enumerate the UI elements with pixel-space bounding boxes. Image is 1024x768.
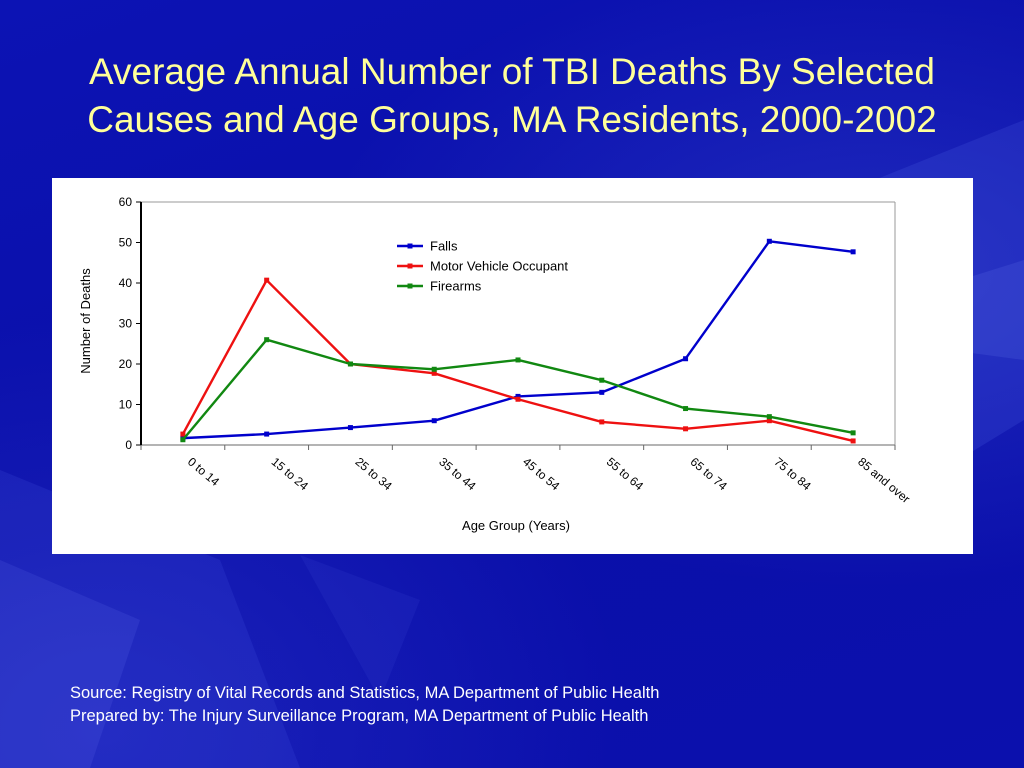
y-tick-label: 10 xyxy=(119,398,133,412)
data-point-motor-vehicle-occupant xyxy=(264,277,270,283)
data-point-firearms xyxy=(264,337,270,343)
source-notes: Source: Registry of Vital Records and St… xyxy=(70,682,970,728)
data-point-falls xyxy=(264,431,270,437)
data-point-falls xyxy=(683,356,689,362)
chart-panel: 0 10 20 30 40 50 60 0 to 14 15 to 24 25 to 34 35 … xyxy=(52,178,973,554)
data-point-firearms xyxy=(850,430,856,436)
data-point-firearms xyxy=(683,406,689,412)
data-point-firearms xyxy=(766,414,772,420)
legend-marker-motor-vehicle-occupant xyxy=(407,263,413,269)
data-point-falls xyxy=(599,389,605,395)
slide-title-line2: Causes and Age Groups, MA Residents, 200… xyxy=(87,99,937,140)
data-point-firearms xyxy=(180,437,186,443)
y-tick-label: 60 xyxy=(119,195,133,209)
data-point-motor-vehicle-occupant xyxy=(850,438,856,444)
data-point-motor-vehicle-occupant xyxy=(431,370,437,376)
chart-axes xyxy=(140,201,896,446)
chart-legend: Falls Motor Vehicle Occupant Firearms xyxy=(397,239,568,294)
y-tick-label: 50 xyxy=(119,236,133,250)
x-tick-label: 65 to 74 xyxy=(688,455,730,494)
x-tick-label: 45 to 54 xyxy=(520,455,562,494)
data-point-motor-vehicle-occupant xyxy=(683,426,689,432)
x-tick-label: 35 to 44 xyxy=(436,455,478,494)
x-tick-label: 75 to 84 xyxy=(771,455,813,494)
legend-label-motor-vehicle-occupant: Motor Vehicle Occupant xyxy=(430,259,568,274)
series-line-firearms xyxy=(181,338,854,441)
data-point-falls xyxy=(431,418,437,424)
data-point-motor-vehicle-occupant xyxy=(180,431,186,437)
legend-marker-firearms xyxy=(407,283,413,289)
x-tick-label: 85 and over xyxy=(855,455,913,506)
data-point-firearms xyxy=(431,366,437,372)
source-line: Source: Registry of Vital Records and St… xyxy=(70,684,660,702)
x-tick-label: 0 to 14 xyxy=(185,455,222,490)
data-point-motor-vehicle-occupant xyxy=(515,396,521,402)
y-tick-label: 0 xyxy=(125,438,132,452)
x-tick-label: 55 to 64 xyxy=(604,455,646,494)
line-chart: 0 10 20 30 40 50 60 0 to 14 15 to 24 25 to 34 35 … xyxy=(78,195,913,533)
y-axis-label: Number of Deaths xyxy=(78,268,93,374)
y-tick-label: 40 xyxy=(119,276,133,290)
data-point-motor-vehicle-occupant xyxy=(766,418,772,424)
y-axis-ticks: 0 10 20 30 40 50 60 xyxy=(119,195,141,452)
data-point-motor-vehicle-occupant xyxy=(599,419,605,425)
data-point-firearms xyxy=(599,377,605,383)
slide-title-line1: Average Annual Number of TBI Deaths By S… xyxy=(88,51,935,92)
y-tick-label: 20 xyxy=(119,357,133,371)
chart-series xyxy=(180,238,856,444)
x-axis-ticks: 0 to 14 15 to 24 25 to 34 35 to 44 45 to 54 5… xyxy=(140,445,913,506)
y-tick-label: 30 xyxy=(119,317,133,331)
x-axis-label: Age Group (Years) xyxy=(462,518,570,533)
data-point-firearms xyxy=(347,361,353,367)
legend-label-firearms: Firearms xyxy=(430,279,482,294)
legend-label-falls: Falls xyxy=(430,239,458,254)
data-point-falls xyxy=(850,249,856,255)
data-point-falls xyxy=(347,425,353,431)
prepared-by-line: Prepared by: The Injury Surveillance Pro… xyxy=(70,707,649,725)
data-point-falls xyxy=(766,238,772,244)
slide-title: Average Annual Number of TBI Deaths By S… xyxy=(0,48,1024,144)
data-point-falls xyxy=(515,393,521,399)
data-point-firearms xyxy=(515,357,521,363)
legend-marker-falls xyxy=(407,243,413,249)
x-tick-label: 25 to 34 xyxy=(353,455,395,494)
x-tick-label: 15 to 24 xyxy=(269,455,311,494)
